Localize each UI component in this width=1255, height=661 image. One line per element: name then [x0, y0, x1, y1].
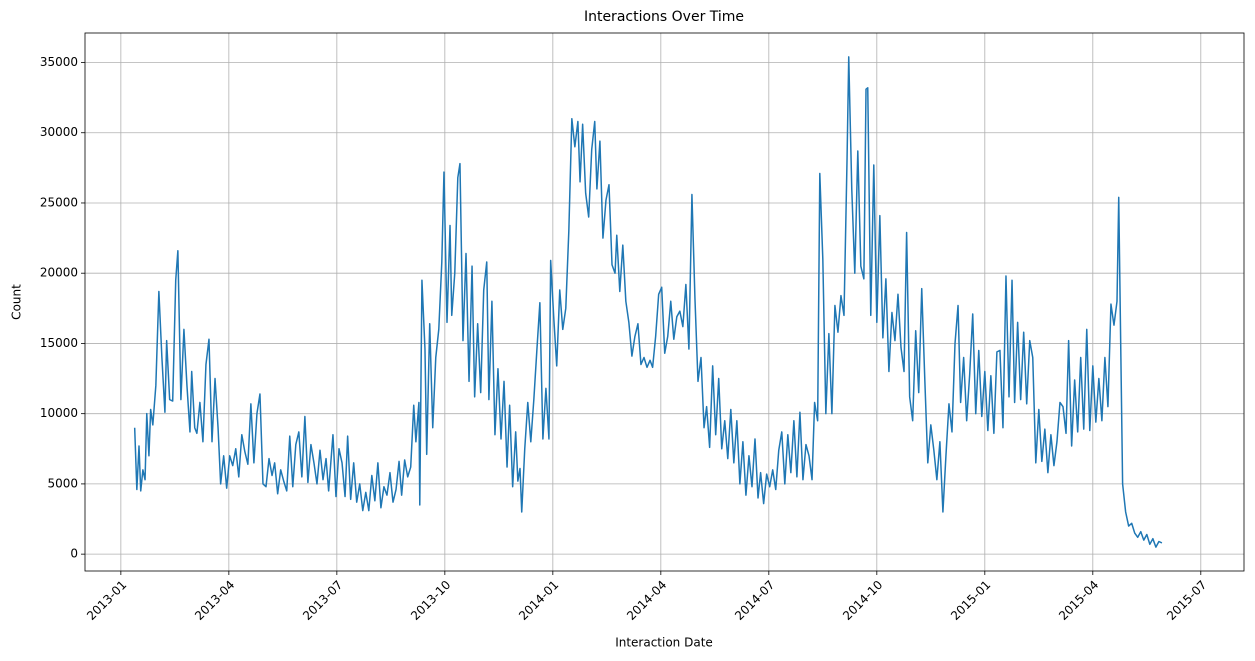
- y-tick-label: 15000: [40, 336, 78, 350]
- x-axis-label: Interaction Date: [615, 636, 713, 650]
- y-tick-label: 10000: [40, 406, 78, 420]
- y-tick-label: 0: [70, 547, 78, 561]
- y-tick-label: 5000: [47, 476, 78, 490]
- y-axis-label: Count: [10, 284, 24, 320]
- y-tick-label: 25000: [40, 195, 78, 209]
- data-line: [133, 56, 1163, 548]
- y-tick-label: 35000: [40, 55, 78, 69]
- plot-frame: [84, 32, 1245, 572]
- plot-area: [133, 56, 1163, 548]
- y-tick-label: 30000: [40, 125, 78, 139]
- chart-title: Interactions Over Time: [584, 9, 744, 25]
- y-tick-label: 20000: [40, 266, 78, 280]
